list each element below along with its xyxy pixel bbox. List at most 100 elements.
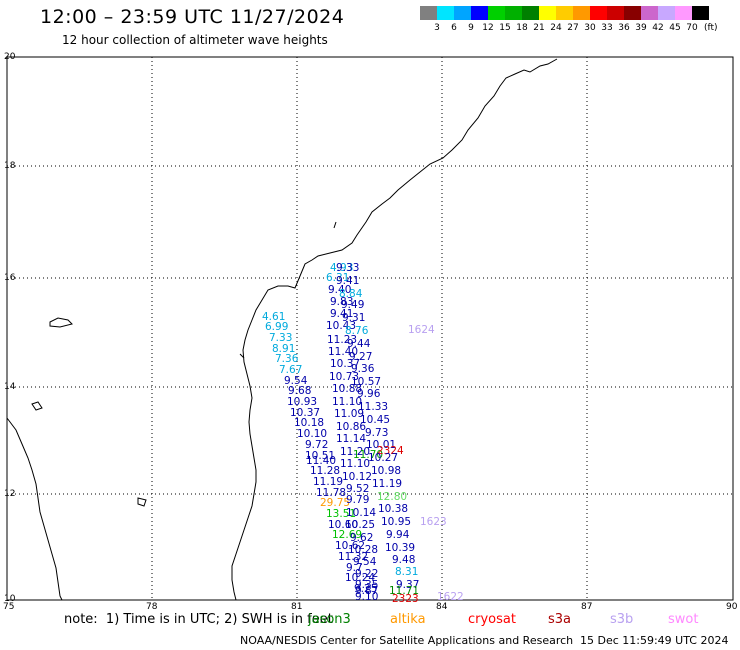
wave-height-value: 9.10 xyxy=(355,591,379,603)
wave-height-value: 10.73 xyxy=(329,371,360,383)
wave-height-value: 11.70 xyxy=(353,449,384,461)
scale-swatch xyxy=(471,6,488,20)
wave-height-value: 9.7 xyxy=(346,562,363,574)
wave-height-value: 9.33 xyxy=(336,262,360,274)
scale-swatch xyxy=(641,6,658,20)
coastline xyxy=(6,58,558,601)
scale-label: 12 xyxy=(482,23,494,33)
wave-height-value: 1624 xyxy=(408,324,435,336)
lat-label-20: 20 xyxy=(4,52,16,62)
wave-height-value: 9.41 xyxy=(336,275,360,287)
page-title: 12:00 – 23:59 UTC 11/27/2024 xyxy=(40,6,345,28)
wave-height-value: 9.83 xyxy=(330,296,354,308)
scale-label: 6 xyxy=(451,23,457,33)
wave-height-value: 9.22 xyxy=(355,568,379,580)
wave-height-value: 13.51 xyxy=(326,508,357,520)
wave-height-value: 10.86 xyxy=(336,421,367,433)
wave-height-value: 10.98 xyxy=(371,465,402,477)
wave-height-value: 9.68 xyxy=(288,385,312,397)
scale-swatch xyxy=(573,6,590,20)
wave-height-value: 9.40 xyxy=(328,284,352,296)
scale-swatch xyxy=(420,6,437,20)
wave-height-value: 9.27 xyxy=(349,351,373,363)
lon-label-78: 78 xyxy=(146,602,158,612)
lat-label-12: 12 xyxy=(4,489,16,499)
wave-height-value: 10.45 xyxy=(360,414,391,426)
wave-height-value: 10.43 xyxy=(326,320,357,332)
lat-label-10: 10 xyxy=(4,594,16,604)
scale-swatch xyxy=(590,6,607,20)
lat-label-16: 16 xyxy=(4,273,16,283)
wave-height-value: 4.93 xyxy=(330,262,354,274)
wave-height-value: 10.01 xyxy=(366,439,397,451)
scale-label: 9 xyxy=(468,23,474,33)
lon-label-81: 81 xyxy=(291,602,303,612)
scale-label: 45 xyxy=(669,23,681,33)
scale-label: 39 xyxy=(635,23,647,33)
satellite-label-jason3: jason3 xyxy=(308,612,351,627)
wave-height-value: 10.88 xyxy=(332,383,363,395)
wave-height-value: 12.80 xyxy=(377,491,408,503)
scale-swatch xyxy=(539,6,556,20)
wave-height-value: 8.84 xyxy=(339,288,363,300)
lat-label-14: 14 xyxy=(4,382,16,392)
scale-swatch xyxy=(454,6,471,20)
wave-height-value: 10.10 xyxy=(297,428,328,440)
wave-height-value: 10.18 xyxy=(294,417,325,429)
wave-height-value: 10.95 xyxy=(381,516,412,528)
wave-height-value: 9.54 xyxy=(353,556,377,568)
wave-height-value: 10.24 xyxy=(345,572,376,584)
wave-height-value: 11.10 xyxy=(340,458,371,470)
wave-height-value: 11.09 xyxy=(334,408,365,420)
lon-label-90: 90 xyxy=(726,602,738,612)
wave-height-value: 11.28 xyxy=(310,465,341,477)
map-frame xyxy=(6,56,734,601)
scale-label: 70 xyxy=(686,23,698,33)
page-subtitle: 12 hour collection of altimeter wave hei… xyxy=(62,33,328,47)
scale-label: 42 xyxy=(652,23,664,33)
generation-timestamp: 15 Dec 11:59:49 UTC 2024 xyxy=(580,634,729,647)
scale-label: 27 xyxy=(567,23,579,33)
wave-height-value: 11.33 xyxy=(358,401,389,413)
scale-label: 30 xyxy=(584,23,596,33)
wave-height-value: 9.35 xyxy=(355,579,379,591)
wave-height-value: 11.40 xyxy=(328,346,359,358)
graticule xyxy=(7,57,733,600)
wave-height-value: 10.38 xyxy=(378,503,409,515)
wave-height-value: 10.39 xyxy=(385,542,416,554)
wave-height-value: 10.27 xyxy=(368,452,399,464)
scale-label: 24 xyxy=(550,23,562,33)
wave-height-value: 11.23 xyxy=(327,334,358,346)
satellite-label-s3a: s3a xyxy=(548,612,572,627)
wave-height-value: 9.49 xyxy=(341,299,365,311)
wave-height-value: 8.31 xyxy=(395,566,419,578)
scale-label: 15 xyxy=(499,23,511,33)
wave-height-value: 10.62 xyxy=(335,540,366,552)
wave-height-value: 7.36 xyxy=(275,353,299,365)
wave-height-value: 7.33 xyxy=(269,332,293,344)
wave-height-value: 8.76 xyxy=(345,325,369,337)
scale-swatch xyxy=(658,6,675,20)
wave-height-value: 1623 xyxy=(420,516,447,528)
wave-height-value: 2323 xyxy=(392,593,419,605)
lon-label-75: 75 xyxy=(3,602,15,612)
lon-label-84: 84 xyxy=(436,602,448,612)
wave-height-value: 6.31 xyxy=(326,272,350,284)
color-scale-legend: 3 6 9 12 15 18 21 24 27 30 33 36 39 42 45 70 (ft) xyxy=(420,6,730,36)
wave-height-value: 11.19 xyxy=(372,478,403,490)
wave-height-value: 9.72 xyxy=(305,439,329,451)
wave-height-value: 9.96 xyxy=(357,388,381,400)
wave-height-value: 9.94 xyxy=(386,529,410,541)
wave-height-value: 10.25 xyxy=(345,519,376,531)
wave-height-value: 11.10 xyxy=(332,396,363,408)
wave-height-value: 9.25 xyxy=(354,583,378,595)
credit-line: NOAA/NESDIS Center for Satellite Applica… xyxy=(240,634,574,647)
wave-height-value: 9.48 xyxy=(392,554,416,566)
wave-height-value: 4.61 xyxy=(262,311,286,323)
scale-swatch xyxy=(556,6,573,20)
wave-height-value: 12.69 xyxy=(332,529,363,541)
scale-label: 21 xyxy=(533,23,545,33)
wave-height-value: 11.19 xyxy=(313,476,344,488)
wave-height-value: 11.20 xyxy=(340,446,371,458)
wave-height-value: 9.52 xyxy=(346,483,370,495)
